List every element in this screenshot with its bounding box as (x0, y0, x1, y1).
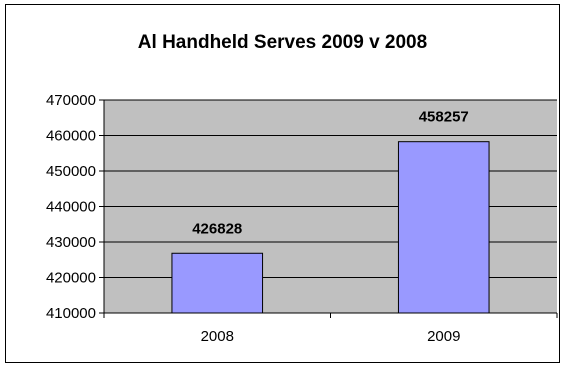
labels: 410000 420000 430000 440000 450000 460000 4700… (46, 92, 469, 345)
y-tick-label: 470000 (46, 92, 96, 109)
y-tick-label: 420000 (46, 270, 96, 287)
bar-2009 (397, 141, 490, 314)
x-tick-label: 2009 (427, 328, 460, 345)
x-tick-label: 2008 (201, 328, 234, 345)
bar-2008 (171, 252, 264, 314)
y-tick-label: 430000 (46, 234, 96, 251)
y-tick-label: 410000 (46, 305, 96, 322)
chart-title: Al Handheld Serves 2009 v 2008 (137, 32, 428, 53)
y-tick-label: 460000 (46, 128, 96, 145)
bars (171, 141, 490, 314)
y-tick-label: 450000 (46, 163, 96, 180)
axes (99, 99, 558, 318)
data-label-2008: 426828 (192, 220, 242, 237)
y-tick-label: 440000 (46, 199, 96, 216)
data-label-2009: 458257 (419, 109, 469, 126)
